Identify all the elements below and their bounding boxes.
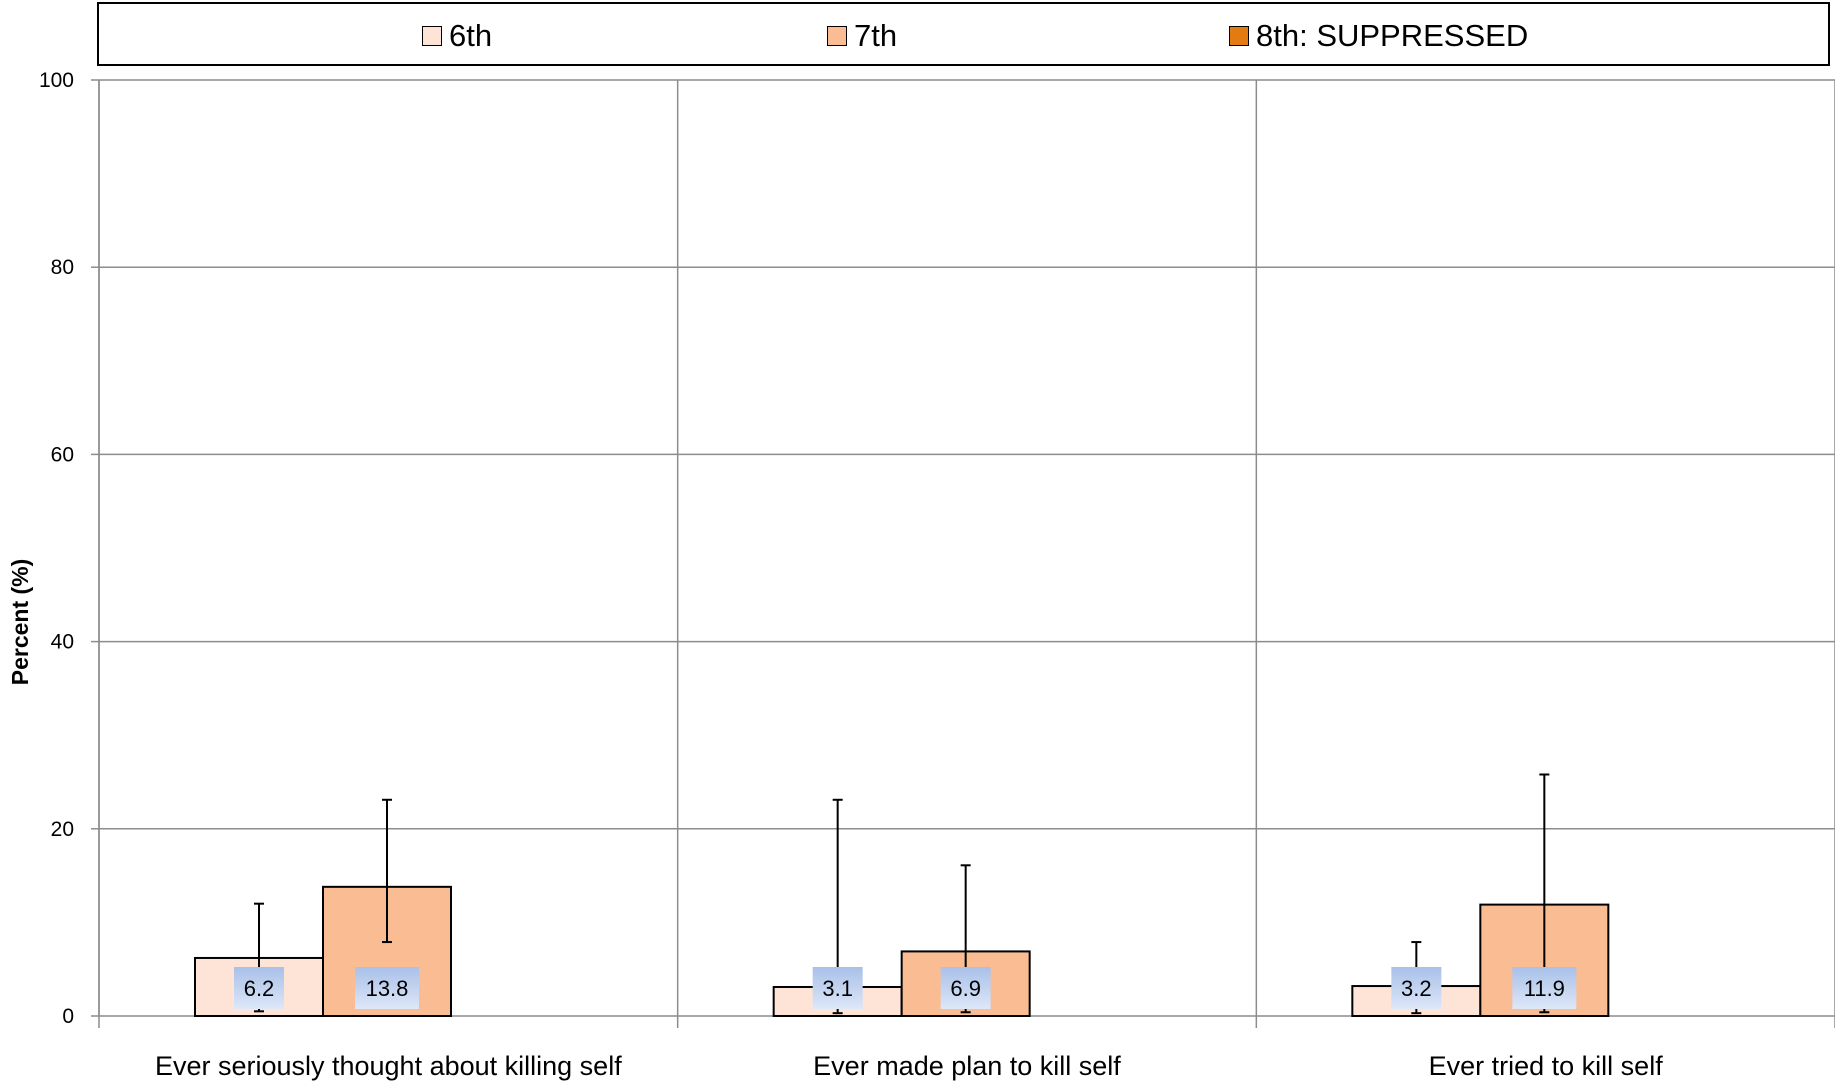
grid-lines <box>98 79 1835 1028</box>
data-label-series1-cat1: 6.2 <box>244 976 275 1001</box>
data-label-bg-series1-cat2 <box>812 967 863 1009</box>
data-label-series1-cat2: 3.1 <box>822 976 853 1001</box>
data-label-series2-cat2: 6.9 <box>950 976 981 1001</box>
category-label-1: Ever seriously thought about killing sel… <box>155 1051 622 1081</box>
legend-label-6th: 6th <box>449 18 493 53</box>
data-label-bg-series2-cat3 <box>1512 967 1577 1009</box>
data-label-bg-series2-cat2 <box>940 967 991 1009</box>
y-tick-label-40: 40 <box>51 631 74 654</box>
legend-item-7th: 7th <box>827 18 897 54</box>
legend-label-7th: 7th <box>854 18 898 53</box>
y-tick-label-20: 20 <box>51 818 74 841</box>
legend-swatch-8th <box>1229 26 1249 46</box>
y-tick-label-0: 0 <box>62 1005 74 1028</box>
legend-swatch-6th <box>422 26 442 46</box>
y-axis-title: Percent (%) <box>7 559 33 686</box>
y-tick-label-100: 100 <box>39 69 74 92</box>
legend-swatch-7th <box>827 26 847 46</box>
axes: 0 20 40 60 80 100 Ever seriously thought about… <box>39 69 1663 1081</box>
category-label-2: Ever made plan to kill self <box>813 1051 1121 1081</box>
data-label-series2-cat1: 13.8 <box>366 976 409 1001</box>
data-label-bg-series2-cat1 <box>355 967 419 1009</box>
data-labels: 6.2 13.8 3.1 6.9 3.2 11.9 <box>234 967 1577 1009</box>
data-label-bg-series1-cat1 <box>234 967 284 1009</box>
y-tick-label-80: 80 <box>51 256 74 279</box>
legend-item-6th: 6th <box>422 18 492 54</box>
legend-item-8th: 8th: SUPPRESSED <box>1229 18 1528 54</box>
data-label-bg-series1-cat3 <box>1391 967 1442 1009</box>
y-tick-label-60: 60 <box>51 443 74 466</box>
legend-label-8th: 8th: SUPPRESSED <box>1256 18 1529 53</box>
legend: 6th 7th 8th: SUPPRESSED <box>97 2 1830 66</box>
data-label-series2-cat3: 11.9 <box>1524 976 1565 1001</box>
category-label-3: Ever tried to kill self <box>1429 1051 1664 1081</box>
data-label-series1-cat3: 3.2 <box>1401 976 1432 1001</box>
